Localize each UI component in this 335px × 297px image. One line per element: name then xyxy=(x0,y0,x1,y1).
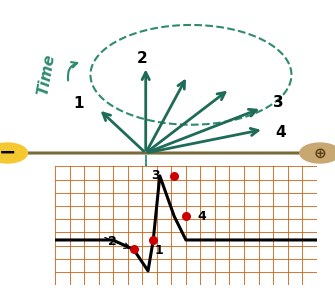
Text: 3: 3 xyxy=(273,95,284,110)
Text: −: − xyxy=(0,143,16,163)
Circle shape xyxy=(300,143,335,163)
Text: 2: 2 xyxy=(137,51,148,66)
Text: 3: 3 xyxy=(151,169,160,182)
Text: 4: 4 xyxy=(275,125,286,140)
Text: ⊕: ⊕ xyxy=(314,146,326,160)
Text: 2: 2 xyxy=(109,235,117,248)
Circle shape xyxy=(0,143,27,163)
Text: 1: 1 xyxy=(73,97,84,111)
Text: 4: 4 xyxy=(197,210,206,223)
Text: 1: 1 xyxy=(154,244,163,257)
Text: Time: Time xyxy=(36,53,58,97)
